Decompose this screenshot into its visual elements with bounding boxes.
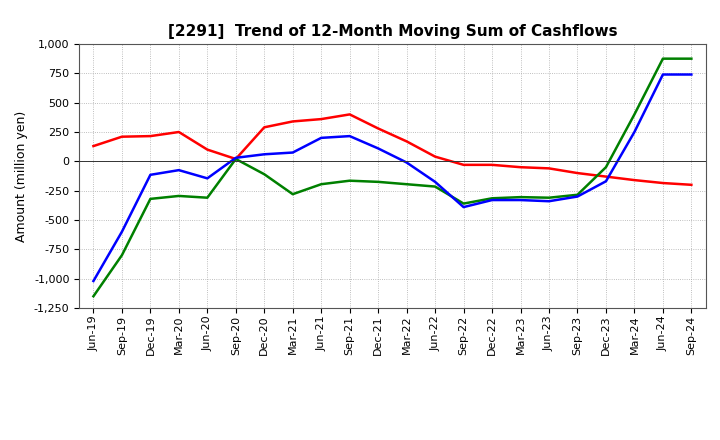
Investing Cashflow <box>260 172 269 177</box>
Y-axis label: Amount (million yen): Amount (million yen) <box>15 110 28 242</box>
Free Cashflow <box>516 198 525 203</box>
Free Cashflow <box>89 279 98 284</box>
Investing Cashflow <box>117 253 126 258</box>
Investing Cashflow <box>687 56 696 61</box>
Operating Cashflow <box>659 180 667 186</box>
Free Cashflow <box>317 135 325 140</box>
Operating Cashflow <box>431 154 439 159</box>
Operating Cashflow <box>203 147 212 152</box>
Free Cashflow <box>402 160 411 165</box>
Operating Cashflow <box>687 182 696 187</box>
Investing Cashflow <box>545 195 554 200</box>
Operating Cashflow <box>89 143 98 149</box>
Investing Cashflow <box>516 194 525 200</box>
Operating Cashflow <box>146 133 155 139</box>
Operating Cashflow <box>516 165 525 170</box>
Operating Cashflow <box>459 162 468 168</box>
Operating Cashflow <box>289 119 297 124</box>
Free Cashflow <box>602 179 611 184</box>
Free Cashflow <box>203 176 212 181</box>
Investing Cashflow <box>573 192 582 198</box>
Operating Cashflow <box>602 174 611 179</box>
Investing Cashflow <box>174 193 183 198</box>
Investing Cashflow <box>203 195 212 200</box>
Investing Cashflow <box>146 196 155 202</box>
Free Cashflow <box>146 172 155 177</box>
Operating Cashflow <box>545 166 554 171</box>
Investing Cashflow <box>289 191 297 197</box>
Operating Cashflow <box>117 134 126 139</box>
Investing Cashflow <box>402 182 411 187</box>
Free Cashflow <box>117 229 126 235</box>
Free Cashflow <box>487 198 496 203</box>
Title: [2291]  Trend of 12-Month Moving Sum of Cashflows: [2291] Trend of 12-Month Moving Sum of C… <box>168 24 617 39</box>
Investing Cashflow <box>602 165 611 170</box>
Operating Cashflow <box>487 162 496 168</box>
Investing Cashflow <box>659 56 667 61</box>
Operating Cashflow <box>630 177 639 183</box>
Investing Cashflow <box>317 182 325 187</box>
Free Cashflow <box>374 146 382 151</box>
Investing Cashflow <box>459 201 468 206</box>
Operating Cashflow <box>232 156 240 161</box>
Investing Cashflow <box>89 293 98 299</box>
Free Cashflow <box>431 179 439 184</box>
Investing Cashflow <box>346 178 354 183</box>
Investing Cashflow <box>487 196 496 201</box>
Line: Investing Cashflow: Investing Cashflow <box>94 59 691 296</box>
Line: Free Cashflow: Free Cashflow <box>94 74 691 281</box>
Free Cashflow <box>545 198 554 204</box>
Free Cashflow <box>174 168 183 173</box>
Investing Cashflow <box>374 179 382 184</box>
Line: Operating Cashflow: Operating Cashflow <box>94 114 691 185</box>
Free Cashflow <box>659 72 667 77</box>
Operating Cashflow <box>346 112 354 117</box>
Free Cashflow <box>687 72 696 77</box>
Free Cashflow <box>459 205 468 210</box>
Investing Cashflow <box>431 184 439 189</box>
Free Cashflow <box>232 155 240 161</box>
Free Cashflow <box>573 194 582 199</box>
Operating Cashflow <box>174 129 183 135</box>
Operating Cashflow <box>260 125 269 130</box>
Operating Cashflow <box>317 117 325 122</box>
Free Cashflow <box>260 152 269 157</box>
Operating Cashflow <box>374 126 382 131</box>
Operating Cashflow <box>573 170 582 176</box>
Investing Cashflow <box>232 156 240 161</box>
Free Cashflow <box>346 133 354 139</box>
Free Cashflow <box>630 129 639 135</box>
Free Cashflow <box>289 150 297 155</box>
Investing Cashflow <box>630 112 639 117</box>
Operating Cashflow <box>402 139 411 144</box>
